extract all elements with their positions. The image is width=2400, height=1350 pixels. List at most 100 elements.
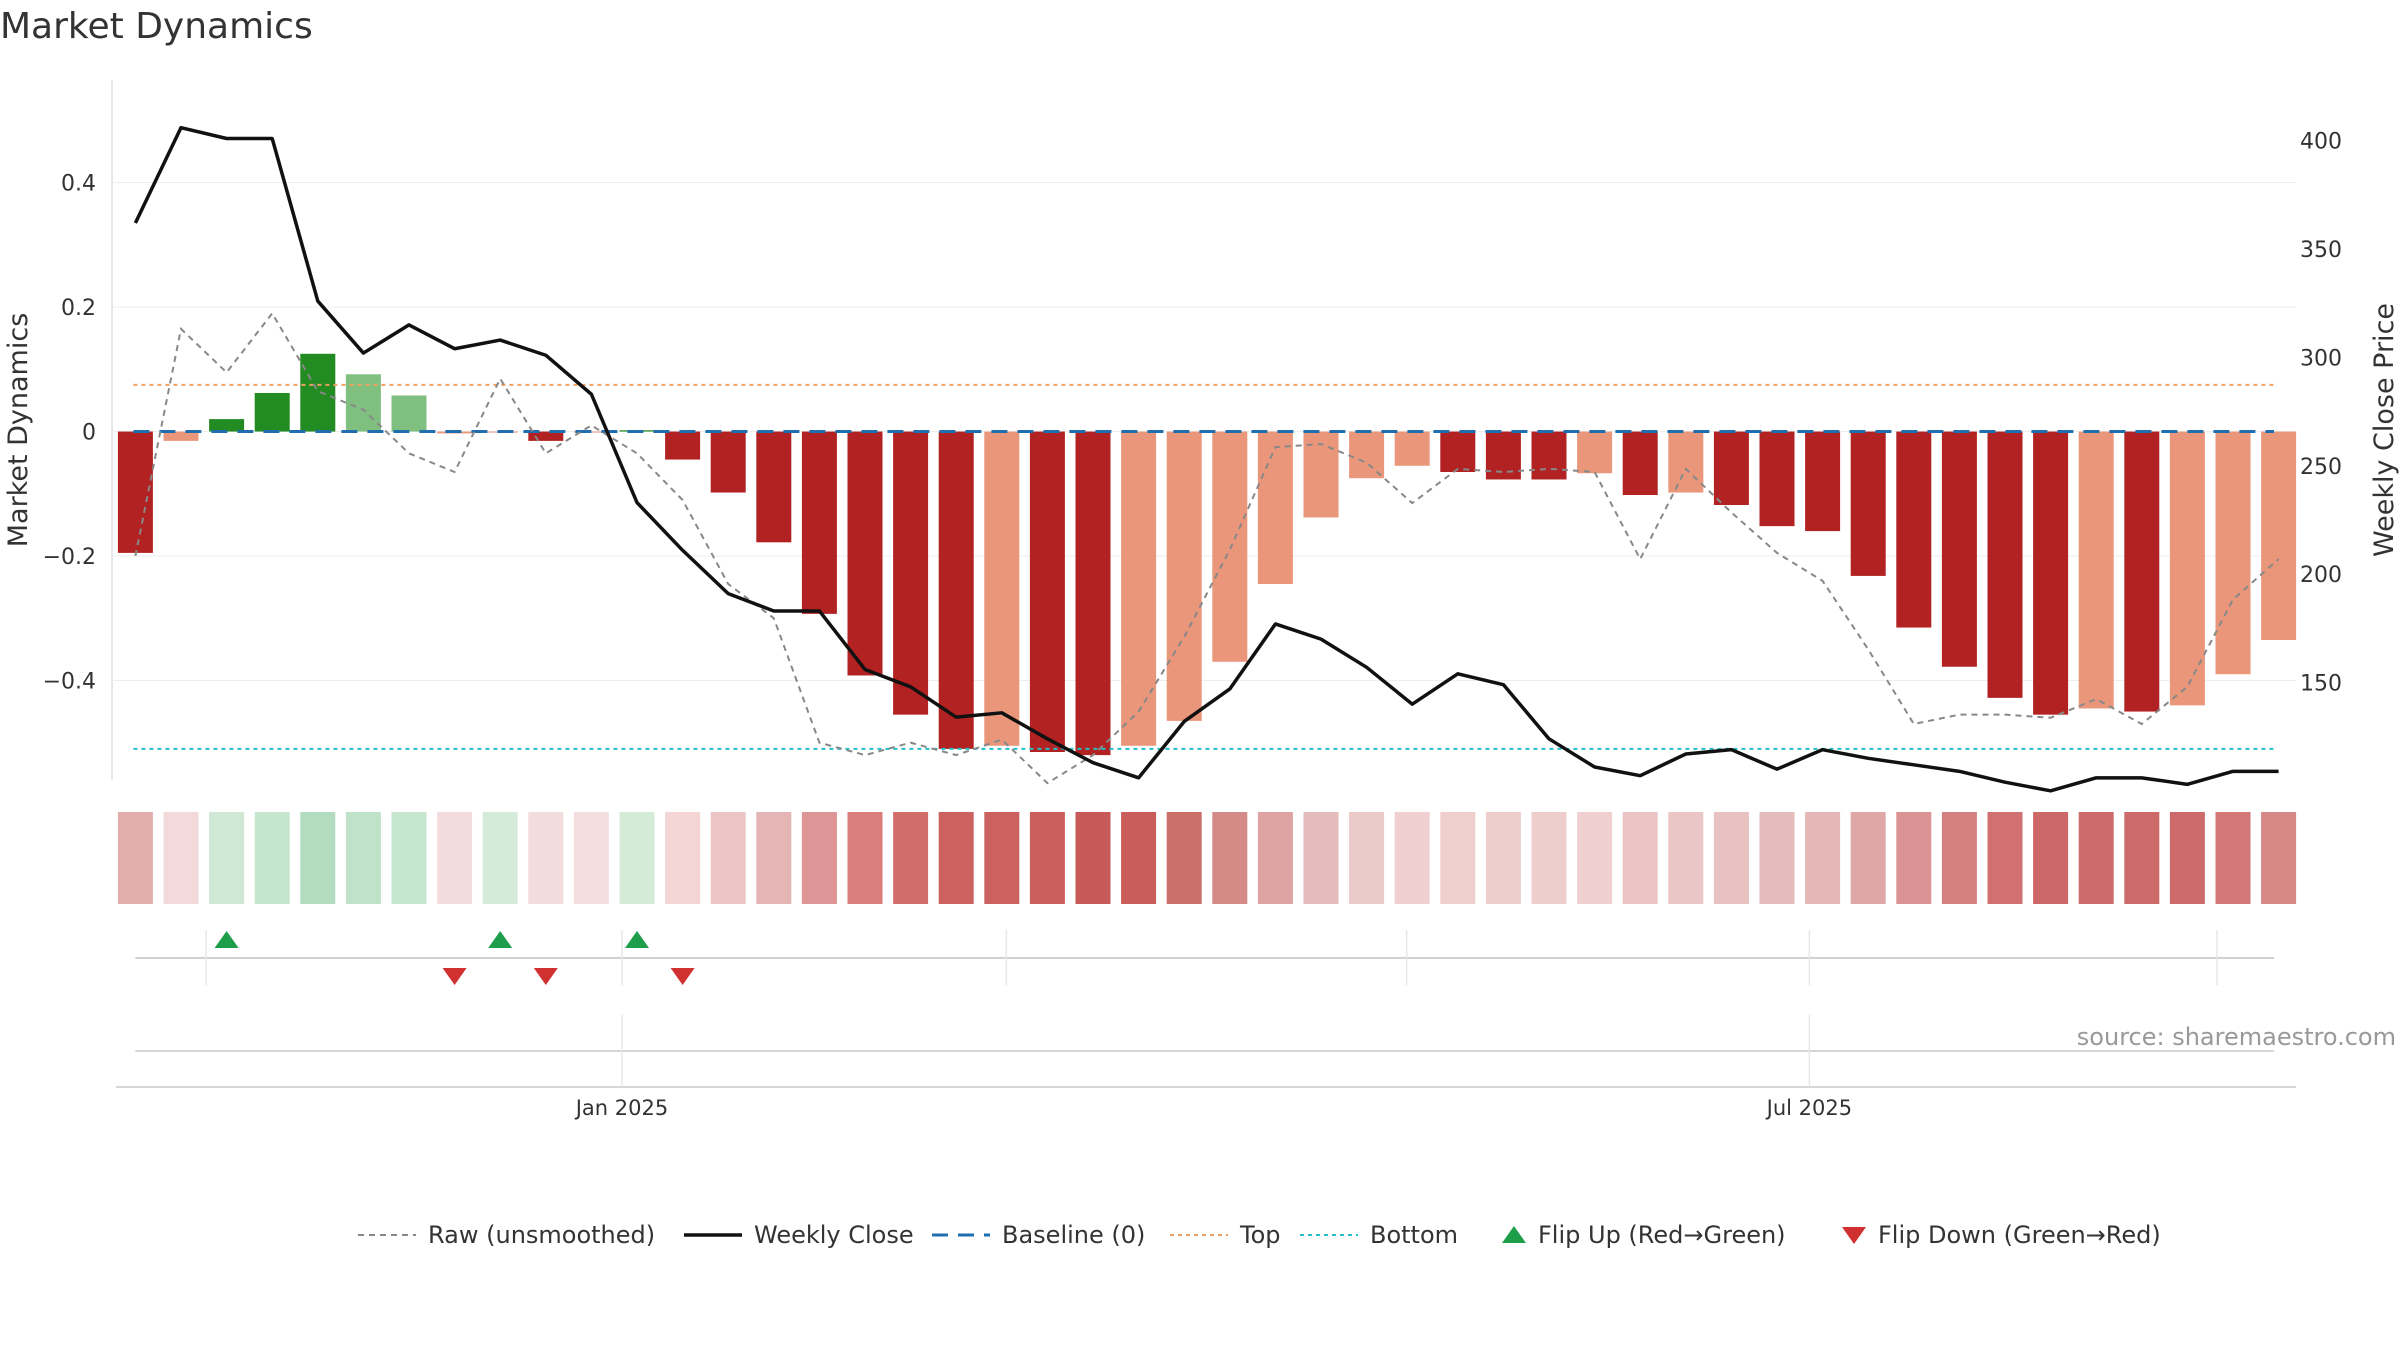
dynamics-bar <box>2261 431 2297 640</box>
y-tick-label: −0.4 <box>43 669 96 694</box>
legend-item[interactable]: Weekly Close <box>684 1210 914 1260</box>
dynamics-bar <box>2215 431 2251 675</box>
dynamics-bar <box>1577 431 1613 474</box>
heat-strip-cell <box>893 812 929 904</box>
dynamics-bar <box>2169 431 2205 706</box>
heat-strip-cell <box>1987 812 2023 904</box>
legend-swatch <box>1842 1227 1866 1244</box>
y2-axis-title: Weekly Close Price <box>2369 303 2400 557</box>
dynamics-bar <box>1075 431 1111 756</box>
heat-strip-cell <box>300 812 336 904</box>
heat-strip-cell <box>1896 812 1932 904</box>
dynamics-bar <box>1440 431 1476 472</box>
heat-strip-cell <box>163 812 199 904</box>
heat-strip-cell <box>1212 812 1248 904</box>
weekly-close-line <box>133 125 2279 793</box>
dynamics-bar <box>1349 431 1385 479</box>
dynamics-bar <box>2033 431 2069 715</box>
legend-item[interactable]: Baseline (0) <box>932 1210 1145 1260</box>
flip-up-marker <box>214 931 239 948</box>
flip-up-marker <box>488 931 513 948</box>
y2-tick-label: 350 <box>2300 238 2342 263</box>
heat-strip-cell <box>1805 812 1841 904</box>
heat-strip-cell <box>1303 812 1339 904</box>
dynamics-bar <box>801 431 837 614</box>
legend-item[interactable]: Flip Up (Red→Green) <box>1500 1210 1786 1260</box>
heat-strip-cell <box>1668 812 1704 904</box>
legend-swatch <box>358 1234 416 1236</box>
heat-strip-cell <box>1713 812 1749 904</box>
heat-strip-cell <box>1850 812 1886 904</box>
dynamics-bar <box>1759 431 1795 527</box>
y2-tick-label: 400 <box>2300 130 2342 155</box>
flip-down-marker <box>442 968 467 985</box>
heat-strip-cell <box>2033 812 2069 904</box>
flip-up-marker <box>625 931 649 948</box>
legend-label: Baseline (0) <box>1002 1221 1146 1249</box>
heat-strip-cell <box>1166 812 1202 904</box>
dynamics-bar <box>1531 431 1567 480</box>
y2-tick-label: 250 <box>2300 455 2342 480</box>
heat-strip-cell <box>117 812 153 904</box>
y-tick-label: 0 <box>82 421 96 446</box>
heat-strip-cell <box>665 812 701 904</box>
dynamics-bar <box>1941 431 1977 667</box>
raw-unsmoothed-line <box>134 311 2280 785</box>
heat-strip-cell <box>2169 812 2205 904</box>
legend-label: Bottom <box>1370 1221 1459 1249</box>
heat-strip-cell <box>1531 812 1567 904</box>
legend-item[interactable]: Flip Down (Green→Red) <box>1840 1210 2161 1260</box>
y2-tick-label: 200 <box>2300 563 2342 588</box>
legend-item[interactable]: Top <box>1170 1210 1281 1260</box>
dynamics-bar <box>345 374 381 432</box>
heat-strip-cell <box>847 812 883 904</box>
heat-strip-cell <box>391 812 427 904</box>
dynamics-bar <box>710 431 746 493</box>
y-axis-title: Market Dynamics <box>3 313 34 548</box>
dynamics-bar <box>300 353 336 432</box>
y2-tick-label: 300 <box>2300 346 2342 371</box>
x-tick-label: Jan 2025 <box>574 1096 669 1120</box>
dynamics-bar <box>1713 431 1749 505</box>
legend-swatch <box>1170 1234 1228 1236</box>
heat-strip-cell <box>1577 812 1613 904</box>
dynamics-bar <box>209 419 245 432</box>
legend-label: Flip Down (Green→Red) <box>1878 1221 2161 1249</box>
heat-strip-cell <box>1941 812 1977 904</box>
legend-item[interactable]: Raw (unsmoothed) <box>358 1210 655 1260</box>
heat-strip-cell <box>1394 812 1430 904</box>
dynamics-bar <box>1485 431 1521 480</box>
heat-strip-cell <box>1257 812 1293 904</box>
legend-swatch <box>684 1233 742 1237</box>
heat-strip-cell <box>938 812 974 904</box>
heat-strip-cell <box>1075 812 1111 904</box>
legend-label: Top <box>1240 1221 1281 1249</box>
dynamics-bar <box>756 431 792 543</box>
heat-strip-cell <box>984 812 1020 904</box>
dynamics-bar <box>1121 431 1157 746</box>
heat-strip-cell <box>1029 812 1065 904</box>
heat-strip-cell <box>254 812 290 904</box>
flip-down-marker <box>670 968 695 985</box>
heat-strip-cell <box>1440 812 1476 904</box>
heat-strip-cell <box>1349 812 1385 904</box>
legend-label: Weekly Close <box>754 1221 914 1249</box>
dynamics-bar <box>2078 431 2114 709</box>
legend-item[interactable]: Bottom <box>1300 1210 1458 1260</box>
dynamics-bar <box>1668 431 1704 493</box>
legend-swatch <box>1502 1226 1526 1243</box>
heat-strip-cell <box>1485 812 1521 904</box>
chart-legend: Raw (unsmoothed) Weekly Close Baseline (0)… <box>0 1210 2400 1260</box>
heat-strip-cell <box>619 812 655 904</box>
heat-strip-cell <box>2261 812 2297 904</box>
dynamics-bar <box>1212 431 1248 662</box>
heat-strip-cell <box>1622 812 1658 904</box>
heat-strip-cell <box>1759 812 1795 904</box>
legend-label: Flip Up (Red→Green) <box>1538 1221 1786 1249</box>
x-tick-label: Jul 2025 <box>1765 1096 1852 1120</box>
dynamics-bar <box>2124 431 2160 712</box>
dynamics-bar <box>391 395 427 432</box>
heat-strip-cell <box>437 812 473 904</box>
heat-strip-cell <box>573 812 609 904</box>
